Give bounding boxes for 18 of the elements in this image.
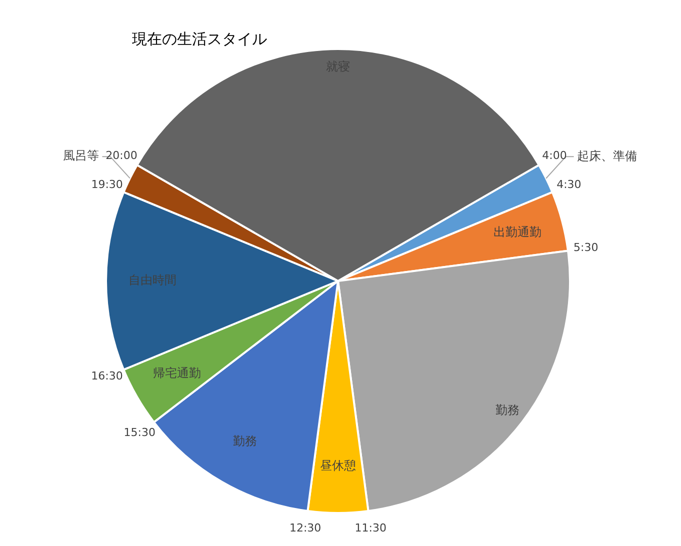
slice-label: 出勤通勤 [493, 225, 542, 240]
text: 19:30 [91, 178, 123, 192]
chart-title: 現在の生活スタイル [132, 30, 267, 48]
text: 4:00 [542, 148, 567, 162]
slice-label: 自由時間 [128, 273, 176, 288]
slice-label: 起床、準備 [576, 148, 637, 163]
text: 11:30 [354, 522, 386, 535]
slice-label: 昼休憩 [320, 458, 356, 473]
slice-label: 帰宅通勤 [153, 366, 202, 380]
slice-label: 勤務 [233, 434, 258, 448]
text: 12:30 [289, 522, 322, 535]
text: 20:00 [106, 148, 138, 162]
text: 5:30 [574, 241, 598, 254]
slice-label: 風呂等 [63, 148, 100, 163]
text: 16:30 [91, 369, 123, 382]
text: 15:30 [124, 426, 156, 440]
slice-label: 勤務 [495, 403, 520, 418]
text: 4:30 [556, 178, 582, 192]
